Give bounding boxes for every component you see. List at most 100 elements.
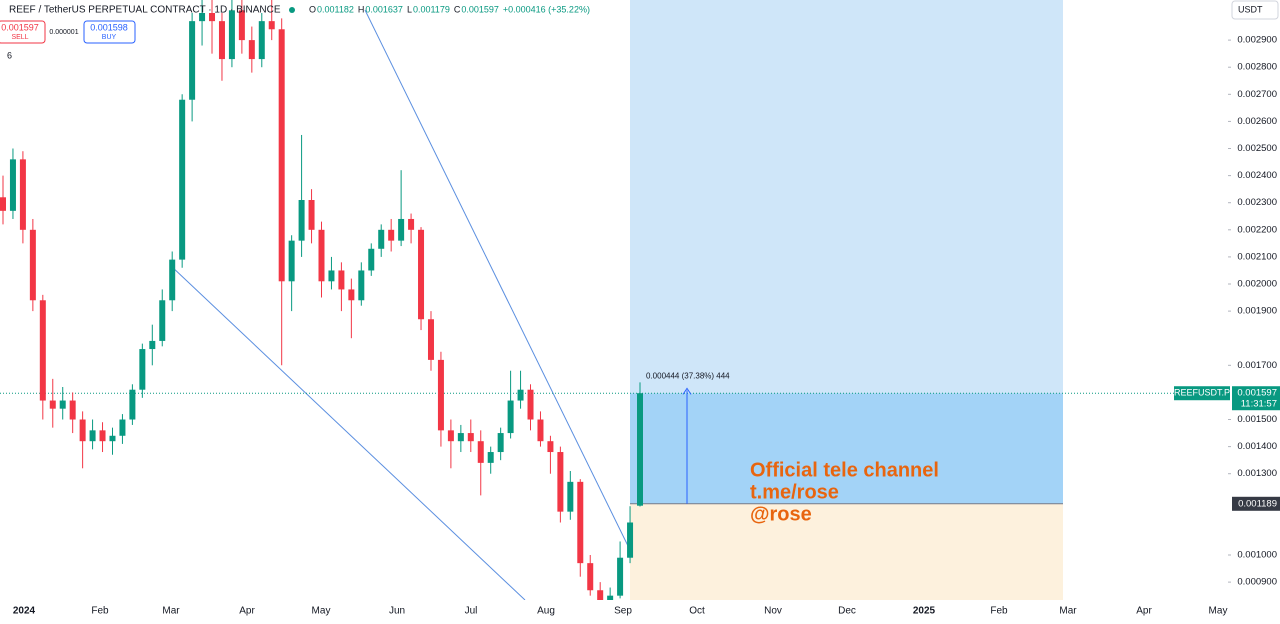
trend-line xyxy=(364,9,631,551)
entry-tag-label: 0.001189 xyxy=(1238,498,1277,509)
y-tick-label: 0.002900 xyxy=(1237,35,1277,46)
measure-arrow-head xyxy=(682,387,692,395)
candle-body xyxy=(218,21,225,60)
y-tick-label: 0.002400 xyxy=(1237,170,1277,181)
candle-body xyxy=(547,441,554,453)
x-tick-label: 2024 xyxy=(13,606,36,617)
y-tick-label: 0.001500 xyxy=(1237,414,1277,425)
ohlc-key: H xyxy=(358,4,365,14)
ohlc-value: 0.001182 xyxy=(317,4,354,14)
x-tick-label: Feb xyxy=(990,606,1008,617)
y-tick-label: 0.000900 xyxy=(1237,577,1277,588)
y-tick-label: 0.002000 xyxy=(1237,279,1277,290)
sell-button[interactable] xyxy=(0,20,46,44)
candle-body xyxy=(557,452,564,512)
candle-body xyxy=(189,21,196,100)
candle-body xyxy=(607,595,614,600)
y-tick-label: 0.001000 xyxy=(1237,550,1277,561)
candle-body xyxy=(288,240,295,282)
trend-line xyxy=(169,264,526,600)
candle-body xyxy=(587,563,594,591)
x-tick-label: Mar xyxy=(1059,606,1077,617)
currency: USDT xyxy=(1238,4,1263,14)
currency-button[interactable] xyxy=(1231,0,1279,20)
plot-area xyxy=(0,0,1228,600)
x-tick-label: Feb xyxy=(91,606,109,617)
candle-body xyxy=(378,229,385,249)
annotation: @rose xyxy=(750,503,812,525)
candle-body xyxy=(567,481,574,512)
symbol-tag xyxy=(1174,386,1230,401)
x-tick-label: Sep xyxy=(614,606,632,617)
x-tick-label: 2025 xyxy=(913,606,936,617)
y-tick-label: 0.001700 xyxy=(1237,360,1277,371)
candle-body xyxy=(627,522,634,558)
x-tick-label: Mar xyxy=(162,606,180,617)
candle-body xyxy=(477,441,484,463)
candle-body xyxy=(258,21,265,60)
y-tick-label: 0.002200 xyxy=(1237,224,1277,235)
candle-body xyxy=(577,481,584,564)
candle-body xyxy=(457,433,464,442)
candle-body xyxy=(19,159,26,230)
y-tick-label: 0.001900 xyxy=(1237,306,1277,317)
price-tag-label: 0.001597 xyxy=(1237,388,1277,399)
status-dot xyxy=(289,7,295,13)
candle-body xyxy=(507,400,514,434)
candle-body xyxy=(149,340,156,350)
candle-body xyxy=(398,218,405,241)
entry-tag xyxy=(1232,496,1280,511)
countdown: 11:31:57 xyxy=(1241,399,1277,410)
candle-body xyxy=(637,393,643,506)
candle-body xyxy=(49,400,56,409)
price-tag xyxy=(1232,386,1280,411)
candle-body xyxy=(447,430,454,442)
y-tick-label: 0.001300 xyxy=(1237,468,1277,479)
candle-body xyxy=(89,430,96,442)
buy-button[interactable] xyxy=(83,20,136,44)
x-tick-label: Aug xyxy=(537,606,555,617)
candles xyxy=(0,0,643,600)
time-axis xyxy=(0,600,1280,619)
y-tick-label: 0.002700 xyxy=(1237,89,1277,100)
x-tick-label: May xyxy=(1209,606,1228,617)
candle-body xyxy=(437,359,444,431)
y-tick-label: 0.001400 xyxy=(1237,441,1277,452)
candle-body xyxy=(79,419,86,442)
y-tick-label: 0.002100 xyxy=(1237,251,1277,262)
candle-body xyxy=(517,389,524,401)
x-tick-label: May xyxy=(312,606,331,617)
buy-price: 0.001598 xyxy=(90,22,128,32)
indicator-count[interactable]: 6 xyxy=(7,50,12,60)
candle-body xyxy=(238,10,245,41)
x-tick-label: Jul xyxy=(465,606,478,617)
candle-body xyxy=(109,435,116,442)
ohlc-key: O xyxy=(309,4,316,14)
candle-body xyxy=(497,433,504,453)
candle-body xyxy=(597,590,604,600)
x-tick-label: Apr xyxy=(239,606,255,617)
candle-body xyxy=(308,200,315,230)
candle-body xyxy=(139,349,146,390)
candle-body xyxy=(199,13,206,22)
x-tick-label: Oct xyxy=(689,606,705,617)
candle-body xyxy=(617,557,624,596)
candle-body xyxy=(527,389,534,420)
ohlc-key: L xyxy=(407,4,412,14)
candle-body xyxy=(408,218,415,230)
candle-body xyxy=(119,419,126,436)
y-tick-label: 0.002600 xyxy=(1237,116,1277,127)
candle-body xyxy=(358,270,365,301)
candle-body xyxy=(388,229,395,241)
y-tick-label: 0.002500 xyxy=(1237,143,1277,154)
sell-price: 0.001597 xyxy=(1,22,39,32)
x-tick-label: Nov xyxy=(764,606,782,617)
ohlc-value: 0.001179 xyxy=(413,4,450,14)
stop-zone xyxy=(630,503,1063,600)
candle-body xyxy=(487,452,494,463)
candle-body xyxy=(39,300,46,401)
measure-label: 0.000444 (37.38%) 444 xyxy=(646,371,730,380)
